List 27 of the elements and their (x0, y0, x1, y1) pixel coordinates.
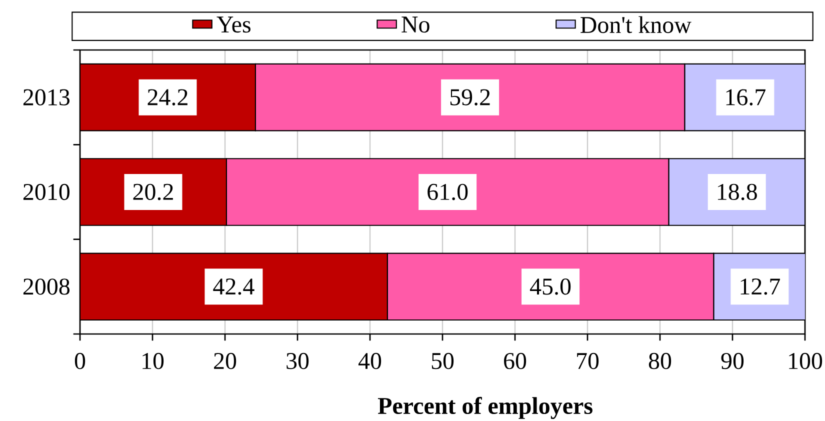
data-label: 45.0 (530, 278, 571, 295)
x-tick-label: 30 (286, 352, 309, 370)
x-tick-label: 100 (789, 352, 822, 370)
legend-label: Don't know (580, 16, 692, 34)
x-tick-label: 10 (142, 352, 164, 370)
x-axis-title: Percent of employers (378, 396, 592, 420)
data-label: 24.2 (148, 89, 188, 106)
data-label: 42.4 (213, 278, 254, 295)
x-tick-label: 90 (721, 352, 744, 370)
data-label: 59.2 (450, 89, 490, 106)
x-tick-label: 40 (358, 352, 382, 370)
legend-label: Yes (216, 16, 250, 33)
x-tick-label: 80 (648, 352, 672, 370)
data-label: 20.2 (133, 184, 173, 200)
x-tick-label: 70 (577, 352, 599, 370)
x-tick-label: 50 (432, 352, 454, 370)
x-tick-label: 60 (504, 352, 526, 370)
x-tick-label: 20 (214, 352, 236, 370)
data-label: 18.8 (718, 184, 757, 200)
legend-label: No (402, 16, 430, 33)
data-label: 12.7 (740, 278, 780, 295)
y-tick-label: 2010 (23, 184, 70, 200)
data-label: 61.0 (428, 184, 468, 200)
y-tick-label: 2013 (23, 89, 70, 106)
x-tick-label: 0 (74, 352, 86, 370)
data-label: 16.7 (726, 89, 766, 106)
y-tick-label: 2008 (23, 278, 70, 295)
